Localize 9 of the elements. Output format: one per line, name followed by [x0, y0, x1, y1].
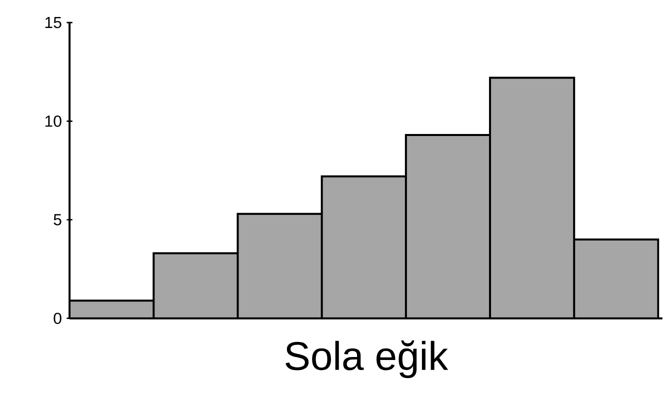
bar	[152, 252, 239, 318]
x-axis-title: Sola eğik	[286, 340, 448, 378]
y-tick-label: 15	[45, 16, 62, 28]
bar	[320, 175, 407, 318]
bar	[236, 212, 323, 318]
y-tick-label: 0	[54, 312, 62, 324]
bar	[489, 76, 576, 318]
y-tick-label: 10	[45, 115, 62, 127]
y-tick-label: 5	[54, 214, 62, 226]
